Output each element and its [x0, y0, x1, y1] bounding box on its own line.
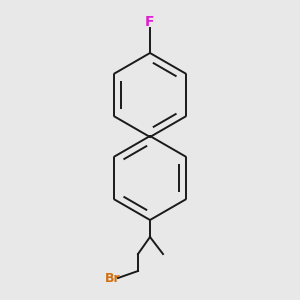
- Text: F: F: [145, 15, 155, 29]
- Text: Br: Br: [105, 272, 121, 284]
